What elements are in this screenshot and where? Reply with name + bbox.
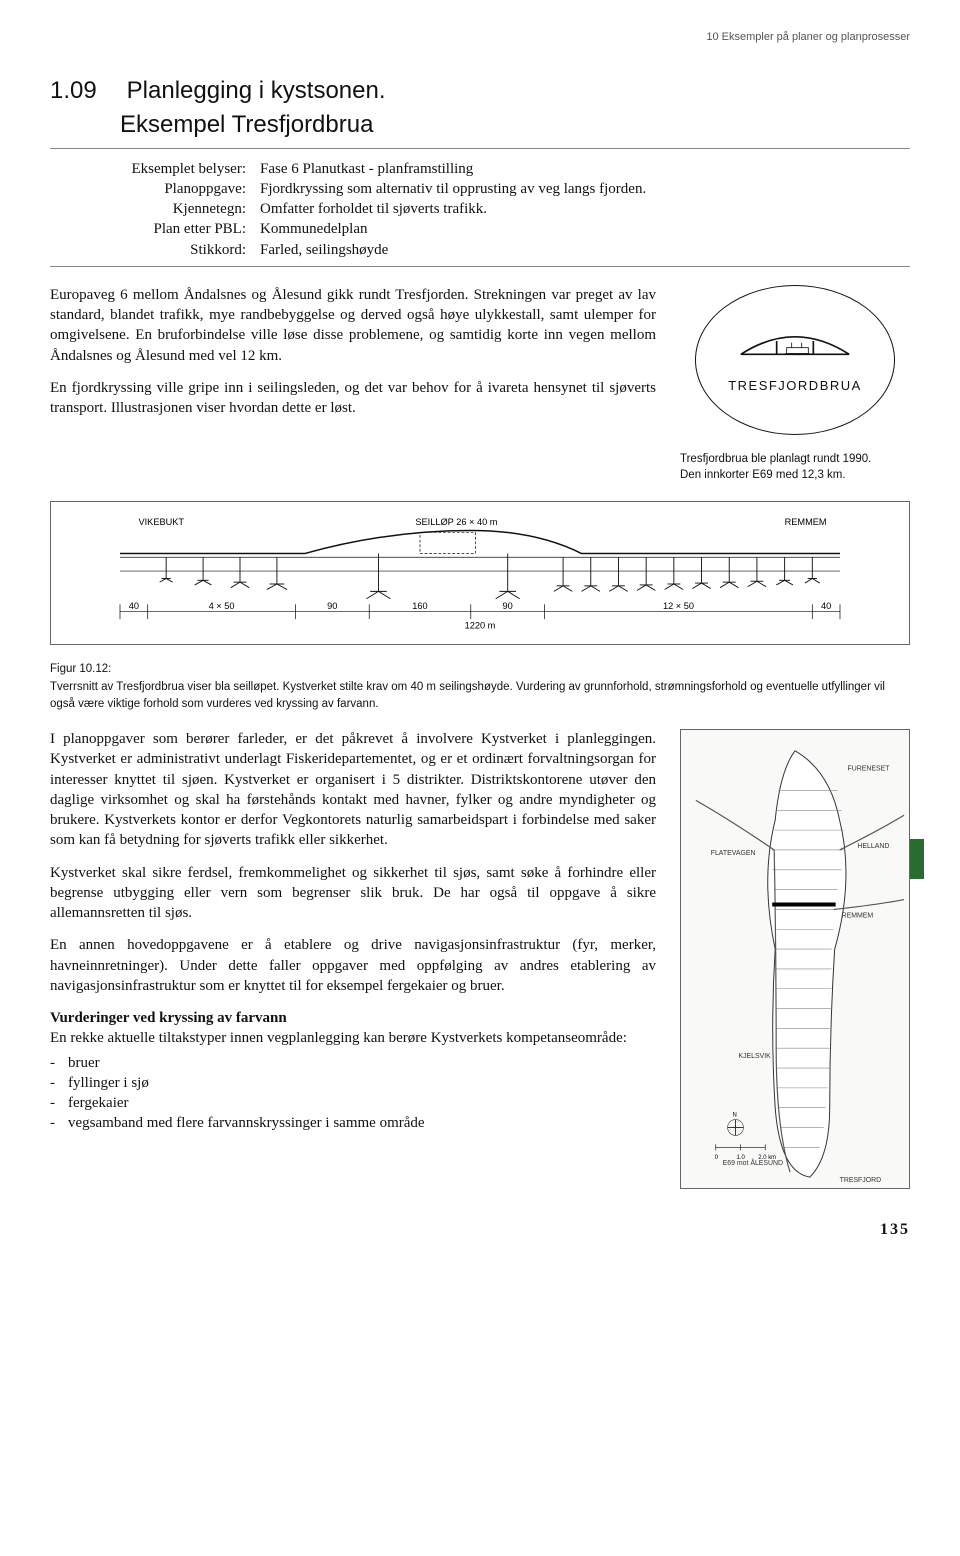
page-number: 135 xyxy=(50,1219,910,1241)
tresfjordbrua-logo: TRESFJORDBRUA xyxy=(695,285,895,435)
meta-label: Eksemplet belyser: xyxy=(120,159,260,179)
figure-caption-title: Figur 10.12: xyxy=(50,663,111,675)
bullet-item: fyllinger i sjø xyxy=(68,1073,149,1093)
svg-text:1220 m: 1220 m xyxy=(465,620,496,630)
meta-label: Stikkord: xyxy=(120,240,260,260)
bullet-item: fergekaier xyxy=(68,1093,129,1113)
divider xyxy=(50,266,910,267)
svg-text:TRESFJORD: TRESFJORD xyxy=(840,1177,882,1184)
logo-text: TRESFJORDBRUA xyxy=(728,377,862,395)
figure-caption: Figur 10.12: Tverrsnitt av Tresfjordbrua… xyxy=(50,661,910,713)
svg-text:REMMEM: REMMEM xyxy=(842,912,874,919)
svg-text:12 × 50: 12 × 50 xyxy=(663,601,694,611)
running-header: 10 Eksempler på planer og planprosesser xyxy=(50,30,910,45)
chapter-number: 1.09 xyxy=(50,75,120,107)
meta-value: Omfatter forholdet til sjøverts trafikk. xyxy=(260,199,910,219)
paragraph: En annen hovedoppgavene er å etablere og… xyxy=(50,935,656,996)
meta-table: Eksemplet belyser:Fase 6 Planutkast - pl… xyxy=(120,159,910,260)
svg-text:160: 160 xyxy=(412,601,427,611)
bullet-item: bruer xyxy=(68,1053,100,1073)
svg-text:40: 40 xyxy=(821,601,831,611)
chapter-title-line1: Planlegging i kystsonen. xyxy=(127,77,386,104)
svg-text:N: N xyxy=(733,1113,737,1119)
paragraph: En fjordkryssing ville gripe inn i seili… xyxy=(50,378,656,419)
paragraph: Europaveg 6 mellom Åndalsnes og Ålesund … xyxy=(50,285,656,366)
svg-text:40: 40 xyxy=(129,601,139,611)
divider xyxy=(50,148,910,149)
caption-line: Den innkorter E69 med 12,3 km. xyxy=(680,467,910,483)
subhead-intro: En rekke aktuelle tiltakstyper innen veg… xyxy=(50,1028,656,1048)
svg-text:FLATEVAGEN: FLATEVAGEN xyxy=(711,850,756,857)
meta-value: Fase 6 Planutkast - planframstilling xyxy=(260,159,910,179)
bridge-svg: VIKEBUKT SEILLØP 26 × 40 m REMMEM xyxy=(65,512,895,632)
svg-text:HELLAND: HELLAND xyxy=(857,843,889,850)
paragraph: I planoppgaver som berører farleder, er … xyxy=(50,729,656,851)
label-remmem: REMMEM xyxy=(785,517,827,527)
caption-line: Tresfjordbrua ble planlagt rundt 1990. xyxy=(680,451,910,467)
meta-value: Kommunedelplan xyxy=(260,219,910,239)
label-vikebukt: VIKEBUKT xyxy=(138,517,184,527)
meta-value: Farled, seilingshøyde xyxy=(260,240,910,260)
logo-caption: Tresfjordbrua ble planlagt rundt 1990. D… xyxy=(680,451,910,483)
chapter-title-line2: Eksempel Tresfjordbrua xyxy=(120,111,373,138)
svg-text:FURENESET: FURENESET xyxy=(848,766,891,773)
svg-text:90: 90 xyxy=(503,601,513,611)
meta-value: Fjordkryssing som alternativ til opprust… xyxy=(260,179,910,199)
svg-text:90: 90 xyxy=(327,601,337,611)
figure-caption-body: Tverrsnitt av Tresfjordbrua viser bla se… xyxy=(50,681,885,710)
bridge-logo-icon xyxy=(725,331,865,371)
bullet-item: vegsamband med flere farvannskryssinger … xyxy=(68,1113,425,1133)
meta-label: Plan etter PBL: xyxy=(120,219,260,239)
svg-text:0: 0 xyxy=(715,1155,719,1161)
svg-text:KJELSVIK: KJELSVIK xyxy=(738,1053,771,1060)
label-seillop: SEILLØP 26 × 40 m xyxy=(415,517,497,527)
svg-text:4 × 50: 4 × 50 xyxy=(209,601,235,611)
bridge-cross-section-figure: VIKEBUKT SEILLØP 26 × 40 m REMMEM xyxy=(50,501,910,645)
bullet-list: -bruer -fyllinger i sjø -fergekaier -veg… xyxy=(50,1053,656,1134)
svg-text:1.0: 1.0 xyxy=(737,1155,746,1161)
paragraph: Kystverket skal sikre ferdsel, fremkomme… xyxy=(50,863,656,924)
meta-label: Planoppgave: xyxy=(120,179,260,199)
fjord-map: FURENESET HELLAND FLATEVAGEN REMMEM KJEL… xyxy=(680,729,910,1189)
svg-text:2.0 km: 2.0 km xyxy=(758,1155,776,1161)
meta-label: Kjennetegn: xyxy=(120,199,260,219)
chapter-heading: 1.09 Planlegging i kystsonen. Eksempel T… xyxy=(50,75,910,142)
section-tab xyxy=(910,839,924,879)
subheading: Vurderinger ved kryssing av farvann xyxy=(50,1008,656,1028)
